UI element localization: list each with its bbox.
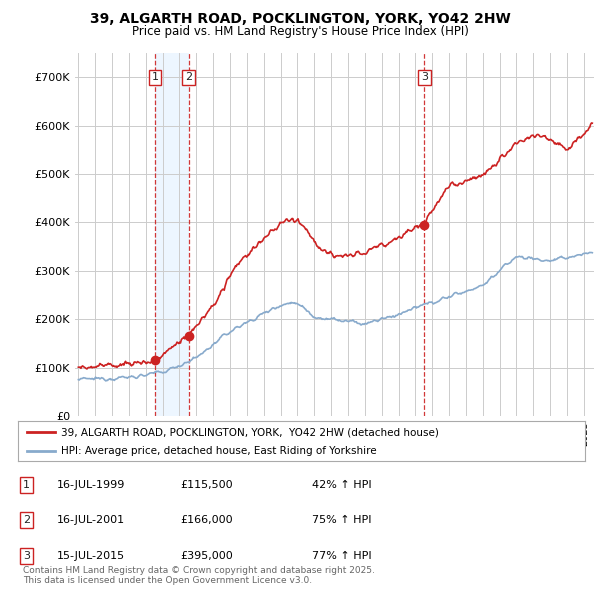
Text: Price paid vs. HM Land Registry's House Price Index (HPI): Price paid vs. HM Land Registry's House … [131, 25, 469, 38]
Text: 16-JUL-2001: 16-JUL-2001 [57, 516, 125, 525]
Text: 2: 2 [185, 73, 192, 82]
Text: £166,000: £166,000 [180, 516, 233, 525]
Text: 75% ↑ HPI: 75% ↑ HPI [312, 516, 371, 525]
Text: 1: 1 [151, 73, 158, 82]
Text: 16-JUL-1999: 16-JUL-1999 [57, 480, 125, 490]
Text: £395,000: £395,000 [180, 551, 233, 560]
Bar [155, 53, 188, 416]
Text: 3: 3 [421, 73, 428, 82]
Text: 77% ↑ HPI: 77% ↑ HPI [312, 551, 371, 560]
Text: £115,500: £115,500 [180, 480, 233, 490]
Text: Contains HM Land Registry data © Crown copyright and database right 2025.
This d: Contains HM Land Registry data © Crown c… [23, 566, 374, 585]
Text: 3: 3 [23, 551, 30, 560]
Text: HPI: Average price, detached house, East Riding of Yorkshire: HPI: Average price, detached house, East… [61, 445, 376, 455]
Text: 15-JUL-2015: 15-JUL-2015 [57, 551, 125, 560]
Text: 42% ↑ HPI: 42% ↑ HPI [312, 480, 371, 490]
Text: 39, ALGARTH ROAD, POCKLINGTON, YORK, YO42 2HW: 39, ALGARTH ROAD, POCKLINGTON, YORK, YO4… [89, 12, 511, 26]
Text: 39, ALGARTH ROAD, POCKLINGTON, YORK,  YO42 2HW (detached house): 39, ALGARTH ROAD, POCKLINGTON, YORK, YO4… [61, 427, 439, 437]
Text: 1: 1 [23, 480, 30, 490]
Text: 2: 2 [23, 516, 30, 525]
